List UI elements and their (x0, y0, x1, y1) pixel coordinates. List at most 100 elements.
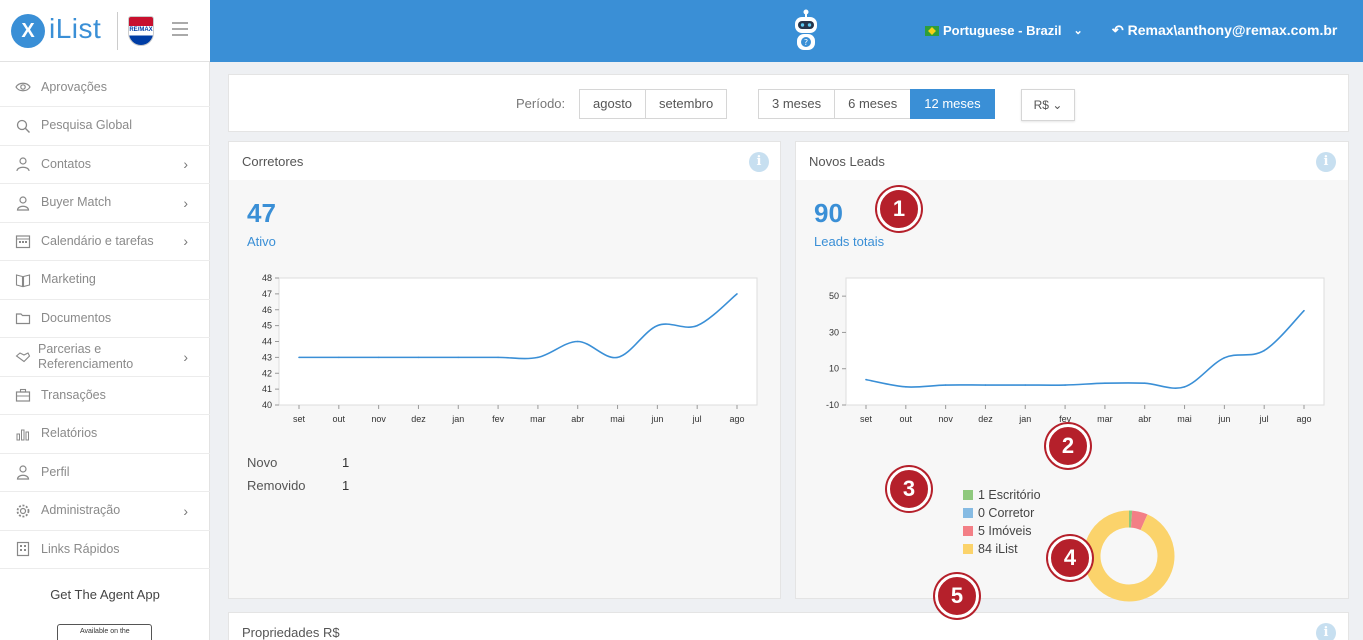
leads-source-donut-chart (1083, 510, 1175, 602)
top-header (0, 0, 1363, 62)
x-tick-label: nov (371, 414, 386, 424)
book-icon (15, 272, 31, 288)
range-button-6-meses[interactable]: 6 meses (834, 89, 912, 119)
ilist-logo-icon[interactable]: X (11, 14, 45, 48)
user-email: Remax\anthony@remax.com.br (1127, 22, 1338, 38)
sidebar-item-contatos[interactable]: Contatos › (0, 145, 210, 184)
handshake-icon (15, 349, 31, 365)
sidebar-item-buyer-match[interactable]: Buyer Match › (0, 184, 210, 223)
sidebar-item-label: Calendário e tarefas (41, 233, 154, 248)
x-tick-label: abr (571, 414, 584, 424)
chevron-right-icon: › (183, 348, 188, 365)
range-button-12-meses[interactable]: 12 meses (910, 89, 995, 119)
propriedades-title: Propriedades R$ (242, 625, 340, 640)
user-menu[interactable]: ↶ Remax\anthony@remax.com.br (1112, 22, 1337, 39)
legend-label: 1 Escritório (978, 488, 1041, 502)
sidebar-item-label: Relatórios (41, 426, 98, 440)
sidebar-item-relatorios[interactable]: Relatórios (0, 415, 210, 454)
callout-marker-5: 5 (935, 574, 979, 618)
novos-leads-body: 90 Leads totais -10 10 30 50 set out nov dez jan… (796, 180, 1348, 602)
data-point (497, 356, 499, 359)
data-point (1143, 382, 1146, 385)
store-badge-text: Available on the (80, 628, 130, 635)
language-selector[interactable]: Portuguese - Brazil ⌄ (925, 23, 1083, 38)
legend-swatch (963, 544, 973, 554)
search-icon (15, 118, 31, 134)
legend-item[interactable]: 5 Imóveis (963, 522, 1041, 540)
propriedades-currency: R$ (322, 625, 340, 640)
legend-label: 84 iList (978, 542, 1018, 556)
stat-label-removido: Removido (247, 478, 306, 493)
sidebar-item-label: Aprovações (41, 79, 108, 94)
app-store-badge[interactable]: Available on the (57, 624, 152, 640)
donut-slice-ilist[interactable] (1083, 510, 1175, 602)
menu-toggle-icon[interactable] (172, 22, 188, 36)
y-tick-label: 43 (262, 352, 272, 362)
x-tick-label: out (333, 414, 346, 424)
data-point (377, 356, 380, 359)
range-button-3-meses[interactable]: 3 meses (758, 89, 836, 119)
sidebar-item-links-rapidos[interactable]: Links Rápidos (0, 530, 210, 569)
currency-dropdown[interactable]: R$ ⌄ (1021, 89, 1075, 121)
data-point (1223, 357, 1226, 359)
sidebar-item-perfil[interactable]: Perfil (0, 453, 210, 492)
logout-arrow-icon: ↶ (1112, 22, 1124, 38)
corretores-sublabel: Ativo (247, 234, 276, 249)
month-button-setembro[interactable]: setembro (645, 89, 728, 119)
x-tick-label: dez (978, 414, 993, 424)
month-button-agosto[interactable]: agosto (579, 89, 647, 119)
data-point (984, 384, 987, 386)
calendar-icon (15, 233, 31, 249)
sidebar-item-documentos[interactable]: Documentos (0, 299, 210, 338)
data-point (736, 293, 738, 295)
x-tick-label: fev (1059, 414, 1072, 424)
data-point (865, 378, 867, 381)
currency-value: R$ (1033, 98, 1049, 112)
legend-item[interactable]: 84 iList (963, 540, 1041, 558)
legend-item[interactable]: 0 Corretor (963, 504, 1041, 522)
chevron-right-icon: › (183, 156, 188, 172)
corretores-line-chart: 40 41 42 43 44 45 46 47 48 set out nov dez jan fev mar a… (262, 273, 758, 424)
data-point (576, 340, 579, 343)
y-tick-label: 50 (829, 291, 839, 301)
data-point (1183, 386, 1186, 388)
svg-text:?: ? (804, 38, 808, 47)
chevron-right-icon: › (183, 502, 188, 519)
x-tick-label: mar (530, 414, 546, 424)
info-icon[interactable]: i (1316, 623, 1336, 640)
brand-name[interactable]: iList (49, 13, 102, 44)
sidebar-item-label: Perfil (41, 464, 70, 479)
sidebar-item-administracao[interactable]: Administração › (0, 492, 210, 531)
sidebar-item-label: Transações (41, 387, 106, 402)
chevron-right-icon: › (183, 233, 188, 249)
chevron-down-icon: ⌄ (1052, 98, 1063, 112)
sidebar-item-aprovacoes[interactable]: Aprovações (0, 68, 210, 107)
period-filter-bar: Período: agosto setembro 3 meses 6 meses… (228, 74, 1349, 132)
sidebar-item-label: Documentos (41, 310, 112, 325)
bar-chart-icon (15, 426, 31, 442)
info-icon[interactable]: i (1316, 152, 1336, 172)
chevron-right-icon: › (183, 194, 188, 211)
callout-marker-2: 2 (1046, 424, 1090, 468)
assistant-robot-icon[interactable]: ? (790, 8, 822, 54)
callout-marker-1: 1 (877, 187, 921, 231)
sidebar-item-calendario-e-tarefas[interactable]: Calendário e tarefas › (0, 222, 210, 261)
sidebar-item-parcerias-e-referenciamento[interactable]: Parcerias e Referenciamento › (0, 338, 210, 377)
x-tick-label: ago (1296, 414, 1311, 424)
data-point (1064, 384, 1066, 386)
sidebar-item-transacoes[interactable]: Transações (0, 376, 210, 415)
sidebar-item-marketing[interactable]: Marketing (0, 261, 210, 300)
legend-swatch (963, 490, 973, 500)
legend-item[interactable]: 1 Escritório (963, 486, 1041, 504)
sidebar-item-pesquisa-global[interactable]: Pesquisa Global (0, 107, 210, 146)
x-tick-label: set (860, 414, 873, 424)
data-point (1104, 382, 1106, 385)
month-button-group: agosto setembro (579, 89, 728, 119)
novos-leads-title: Novos Leads (809, 154, 885, 169)
legend-swatch (963, 508, 973, 518)
donut-slice-imoveis[interactable] (1130, 510, 1148, 531)
info-icon[interactable]: i (749, 152, 769, 172)
y-tick-label: 30 (829, 327, 839, 337)
brazil-flag-icon (925, 25, 939, 36)
y-tick-label: -10 (826, 400, 839, 410)
